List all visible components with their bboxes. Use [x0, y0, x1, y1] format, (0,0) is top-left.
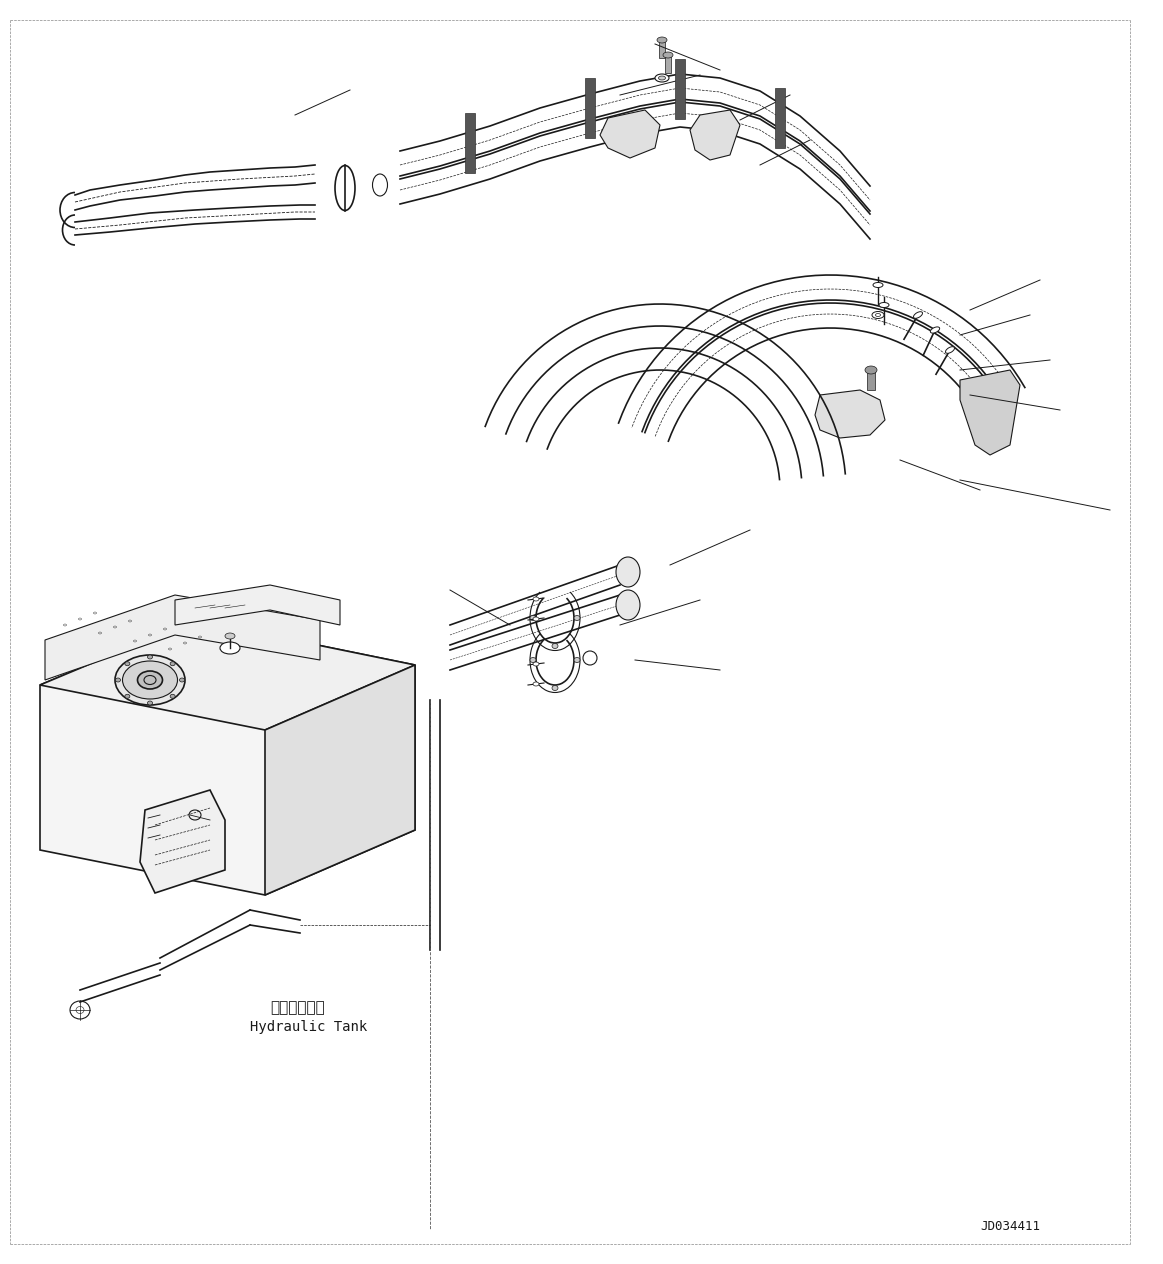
Ellipse shape	[124, 662, 130, 666]
Polygon shape	[959, 370, 1020, 455]
Ellipse shape	[873, 282, 883, 287]
Bar	[659, 40, 665, 58]
Ellipse shape	[575, 657, 580, 662]
Polygon shape	[265, 665, 415, 895]
Ellipse shape	[170, 694, 176, 698]
Polygon shape	[45, 595, 320, 680]
Ellipse shape	[552, 685, 558, 690]
Bar	[585, 78, 595, 138]
Ellipse shape	[533, 617, 538, 621]
Ellipse shape	[616, 557, 640, 586]
Ellipse shape	[879, 302, 889, 307]
Ellipse shape	[533, 597, 538, 600]
Text: Hydraulic Tank: Hydraulic Tank	[250, 1020, 368, 1034]
Ellipse shape	[148, 655, 152, 659]
Ellipse shape	[913, 312, 922, 319]
Polygon shape	[600, 110, 659, 158]
Ellipse shape	[137, 671, 163, 689]
Polygon shape	[815, 391, 885, 439]
Ellipse shape	[552, 643, 558, 648]
Ellipse shape	[530, 616, 536, 621]
Ellipse shape	[335, 166, 355, 211]
Ellipse shape	[148, 702, 152, 705]
Ellipse shape	[575, 616, 580, 621]
Text: 作動油タンク: 作動油タンク	[270, 1000, 324, 1015]
Ellipse shape	[530, 657, 536, 662]
Ellipse shape	[115, 678, 121, 683]
Ellipse shape	[220, 642, 240, 653]
Ellipse shape	[122, 661, 178, 699]
Bar	[675, 59, 685, 119]
Bar	[866, 370, 875, 391]
Ellipse shape	[865, 367, 877, 374]
Polygon shape	[40, 621, 415, 895]
Polygon shape	[174, 585, 340, 624]
Bar	[775, 88, 785, 148]
Ellipse shape	[124, 694, 130, 698]
Ellipse shape	[179, 678, 185, 683]
Bar	[465, 112, 475, 173]
Polygon shape	[690, 110, 740, 161]
Polygon shape	[40, 621, 415, 731]
Bar	[665, 56, 671, 73]
Ellipse shape	[583, 651, 597, 665]
Polygon shape	[140, 790, 224, 892]
Ellipse shape	[930, 327, 940, 334]
Ellipse shape	[533, 662, 538, 666]
Ellipse shape	[655, 75, 669, 82]
Text: JD034411: JD034411	[980, 1220, 1040, 1232]
Ellipse shape	[657, 37, 668, 43]
Ellipse shape	[663, 52, 673, 58]
Ellipse shape	[224, 633, 235, 640]
Ellipse shape	[170, 662, 176, 666]
Ellipse shape	[946, 346, 955, 354]
Ellipse shape	[115, 655, 185, 705]
Ellipse shape	[616, 590, 640, 621]
Ellipse shape	[872, 311, 884, 319]
Ellipse shape	[533, 683, 538, 686]
Ellipse shape	[658, 76, 665, 80]
